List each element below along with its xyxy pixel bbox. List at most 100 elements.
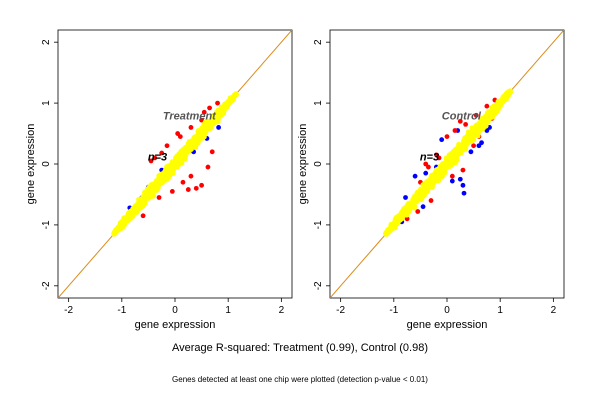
data-point (461, 190, 467, 196)
data-point (204, 118, 210, 124)
data-point (199, 117, 204, 123)
x-tick-label: -2 (336, 305, 345, 316)
data-points (383, 88, 514, 237)
data-point (191, 135, 197, 141)
data-point (155, 184, 161, 190)
data-point (473, 112, 479, 118)
x-tick-label: -2 (64, 305, 73, 316)
data-point (157, 176, 163, 182)
data-point (220, 106, 226, 112)
data-point (428, 198, 434, 203)
data-point (410, 199, 416, 205)
data-point (394, 220, 400, 226)
data-point (444, 134, 450, 139)
data-point (175, 131, 181, 136)
data-point (404, 216, 410, 222)
data-point (441, 166, 447, 172)
y-axis-label: gene expression (297, 124, 309, 205)
y-tick-label: 0 (313, 161, 324, 167)
x-axis-label: gene expression (135, 319, 216, 331)
y-axis-label: gene expression (25, 124, 37, 205)
data-point (403, 195, 408, 200)
data-point (193, 185, 199, 191)
panel-label: Control (442, 111, 482, 123)
data-point (458, 143, 464, 149)
data-point (123, 214, 129, 220)
data-point (148, 158, 154, 164)
data-point (138, 205, 144, 211)
data-point (169, 189, 175, 194)
x-tick-label: 0 (444, 305, 450, 316)
y-tick-label: -2 (313, 281, 324, 290)
data-point (112, 230, 118, 236)
data-point (185, 187, 191, 192)
data-point (449, 178, 455, 184)
data-point (140, 201, 146, 207)
data-point (420, 204, 426, 210)
data-point (499, 100, 505, 106)
scatter-panel-1: -2 -1 0 1 2 -2 -1 0 1 2 gene expression gene expres… (25, 29, 293, 331)
data-point (215, 118, 221, 124)
data-point (138, 197, 144, 203)
y-tick-label: -1 (313, 220, 324, 229)
data-point (482, 123, 488, 129)
data-point (468, 137, 474, 143)
data-point (457, 118, 463, 124)
data-point (209, 120, 215, 126)
data-point (449, 155, 455, 161)
data-point (159, 150, 165, 156)
data-point (502, 95, 508, 101)
data-point (181, 154, 187, 160)
data-point (453, 148, 459, 154)
x-tick-label: -1 (389, 305, 398, 316)
data-point (492, 111, 498, 117)
data-point (149, 188, 155, 194)
data-point (121, 221, 127, 227)
sample-count-label: n=3 (420, 151, 439, 163)
data-point (175, 161, 181, 167)
data-point (153, 178, 159, 184)
data-point (177, 156, 183, 162)
data-point (214, 114, 220, 120)
data-point (484, 103, 490, 109)
data-point (436, 155, 442, 161)
data-point (433, 168, 439, 174)
data-point (463, 122, 469, 127)
y-tick-label: 2 (313, 39, 324, 45)
data-point (144, 193, 150, 199)
data-point (157, 172, 163, 178)
data-point (412, 194, 418, 200)
data-point (188, 125, 194, 130)
data-point (395, 216, 401, 222)
data-point (207, 105, 212, 111)
data-point (227, 98, 233, 104)
data-point (164, 143, 170, 149)
y-tick-label: -1 (41, 220, 52, 229)
data-point (449, 173, 455, 179)
data-point (460, 182, 466, 188)
x-tick-label: 1 (225, 305, 231, 316)
caption-detection-note: Genes detected at least one chip were pl… (172, 375, 428, 384)
data-point (163, 177, 169, 183)
x-tick-label: 1 (497, 305, 503, 316)
data-point (481, 117, 487, 123)
data-point (182, 148, 188, 154)
data-point (186, 147, 192, 153)
data-point (415, 209, 421, 214)
data-point (140, 213, 146, 219)
data-point (452, 128, 458, 133)
y-tick-label: 2 (41, 39, 52, 45)
caption-average-r-squared: Average R-squared: Treatment (0.99), Con… (172, 342, 428, 354)
data-point (420, 182, 426, 188)
data-point (486, 109, 492, 115)
data-point (201, 109, 207, 115)
data-point (151, 193, 157, 199)
data-point (152, 155, 158, 161)
data-point (463, 139, 469, 145)
data-point (423, 170, 429, 176)
data-point (404, 205, 410, 211)
data-point (209, 149, 215, 155)
data-point (439, 137, 445, 143)
data-points (111, 91, 239, 237)
